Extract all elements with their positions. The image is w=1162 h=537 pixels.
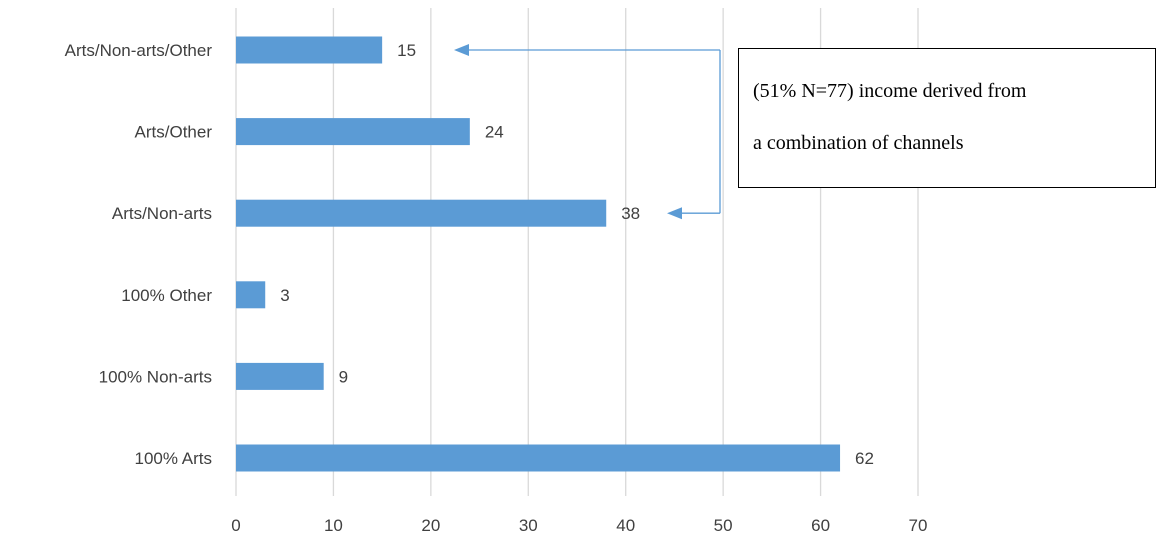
x-tick-label: 30 bbox=[519, 516, 538, 535]
data-label: 62 bbox=[855, 449, 874, 468]
annotation-box: (51% N=77) income derived from a combina… bbox=[738, 48, 1156, 188]
annotation-arrows bbox=[454, 44, 721, 220]
bar bbox=[236, 199, 607, 227]
bar bbox=[236, 444, 841, 472]
category-label: Arts/Other bbox=[135, 123, 213, 142]
data-label: 15 bbox=[397, 41, 416, 60]
annotation-line-2: a combination of channels bbox=[753, 132, 964, 154]
category-label: 100% Non-arts bbox=[99, 367, 212, 386]
data-label: 3 bbox=[280, 286, 289, 305]
x-tick-label: 10 bbox=[324, 516, 343, 535]
bar bbox=[236, 281, 266, 309]
data-label: 38 bbox=[621, 204, 640, 223]
x-tick-label: 20 bbox=[421, 516, 440, 535]
labels: 0 10 20 30 40 50 60 70 Arts/Non-arts/Other 15 Arts… bbox=[65, 41, 928, 535]
category-label: 100% Other bbox=[121, 286, 212, 305]
bar bbox=[236, 118, 470, 146]
x-tick-label: 0 bbox=[231, 516, 240, 535]
category-label: 100% Arts bbox=[135, 449, 213, 468]
x-tick-label: 70 bbox=[909, 516, 928, 535]
data-label: 24 bbox=[485, 123, 504, 142]
data-label: 9 bbox=[339, 367, 348, 386]
bar bbox=[236, 362, 324, 390]
bars bbox=[236, 36, 841, 472]
category-label: Arts/Non-arts/Other bbox=[65, 41, 213, 60]
arrow-bottom-head bbox=[667, 207, 682, 220]
x-tick-label: 40 bbox=[616, 516, 635, 535]
x-tick-label: 50 bbox=[714, 516, 733, 535]
annotation-line-1: (51% N=77) income derived from bbox=[753, 80, 1027, 102]
bar bbox=[236, 36, 383, 64]
category-label: Arts/Non-arts bbox=[112, 204, 212, 223]
x-tick-label: 60 bbox=[811, 516, 830, 535]
arrow-top-head bbox=[454, 44, 469, 56]
